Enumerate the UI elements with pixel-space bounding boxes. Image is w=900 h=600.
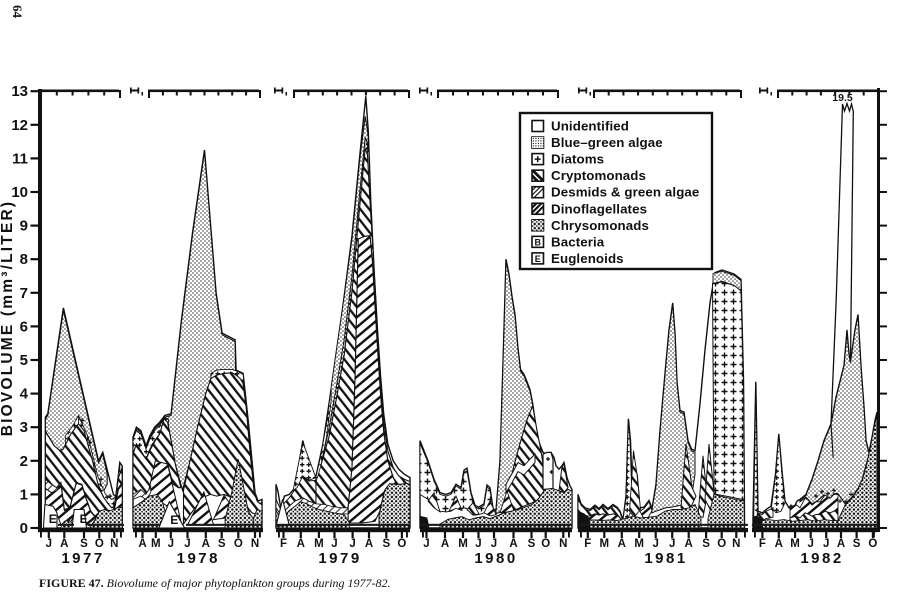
svg-text:Dinoflagellates: Dinoflagellates (551, 201, 647, 216)
svg-text:A: A (60, 538, 68, 550)
svg-text:1979: 1979 (318, 550, 361, 567)
svg-text:S: S (853, 538, 861, 550)
svg-text:B: B (535, 237, 542, 247)
svg-text:F: F (280, 538, 287, 550)
svg-text:1981: 1981 (644, 550, 687, 567)
svg-text:8: 8 (20, 251, 28, 268)
svg-text:10: 10 (11, 184, 28, 201)
svg-text:E: E (170, 513, 178, 527)
svg-text:S: S (80, 538, 88, 550)
svg-text:7: 7 (20, 285, 28, 302)
svg-text:O: O (717, 538, 726, 550)
svg-text:O: O (234, 538, 243, 550)
svg-text:13: 13 (11, 83, 28, 100)
svg-text:J: J (652, 538, 658, 550)
svg-text:A: A (138, 538, 146, 550)
svg-text:S: S (702, 538, 710, 550)
svg-text:1982: 1982 (800, 550, 843, 567)
svg-text:2: 2 (20, 453, 28, 470)
svg-text:1980: 1980 (474, 550, 517, 567)
svg-text:A: A (837, 538, 845, 550)
svg-text:0: 0 (20, 520, 28, 537)
svg-text:J: J (475, 538, 481, 550)
svg-text:N: N (110, 538, 118, 550)
svg-text:E: E (80, 512, 88, 526)
svg-text:M: M (151, 538, 161, 550)
svg-text:6: 6 (20, 318, 28, 335)
svg-text:A: A (618, 538, 626, 550)
svg-text:5: 5 (20, 352, 28, 369)
svg-text:O: O (95, 538, 104, 550)
svg-text:19.5: 19.5 (832, 92, 853, 104)
svg-text:BIOVOLUME (mm³/LITER): BIOVOLUME (mm³/LITER) (0, 200, 16, 437)
svg-text:N: N (732, 538, 740, 550)
svg-text:1977: 1977 (61, 550, 104, 567)
svg-text:O: O (397, 538, 406, 550)
svg-text:J: J (46, 538, 52, 550)
svg-text:Bacteria: Bacteria (551, 234, 605, 249)
svg-text:M: M (790, 538, 800, 550)
svg-text:4: 4 (20, 386, 29, 403)
svg-text:J: J (669, 538, 675, 550)
svg-text:A: A (685, 538, 693, 550)
svg-text:1: 1 (20, 486, 28, 503)
svg-text:S: S (382, 538, 390, 550)
svg-text:J: J (184, 538, 190, 550)
svg-text:A: A (775, 538, 783, 550)
svg-text:S: S (218, 538, 226, 550)
svg-text:J: J (823, 538, 829, 550)
svg-text:J: J (491, 538, 497, 550)
svg-text:A: A (365, 538, 373, 550)
svg-text:3: 3 (20, 419, 28, 436)
svg-text:12: 12 (11, 117, 28, 134)
svg-text:S: S (528, 538, 536, 550)
svg-text:Unidentified: Unidentified (551, 119, 629, 134)
svg-text:A: A (441, 538, 449, 550)
svg-text:E: E (535, 254, 541, 264)
svg-text:M: M (314, 538, 324, 550)
svg-text:1978: 1978 (177, 550, 220, 567)
svg-text:Cryptomonads: Cryptomonads (551, 168, 646, 183)
svg-text:A: A (202, 538, 210, 550)
svg-text:O: O (541, 538, 550, 550)
svg-text:J: J (168, 538, 174, 550)
svg-text:M: M (634, 538, 644, 550)
svg-text:O: O (868, 538, 877, 550)
svg-text:J: J (349, 538, 355, 550)
svg-text:M: M (458, 538, 468, 550)
svg-text:M: M (600, 538, 610, 550)
svg-text:F: F (759, 538, 766, 550)
svg-text:Diatoms: Diatoms (551, 152, 604, 167)
svg-text:Desmids & green algae: Desmids & green algae (551, 185, 699, 200)
svg-text:Chrysomonads: Chrysomonads (551, 218, 649, 233)
svg-text:E: E (49, 512, 57, 526)
svg-text:A: A (297, 538, 305, 550)
svg-text:A: A (509, 538, 517, 550)
svg-text:J: J (331, 538, 337, 550)
svg-text:11: 11 (12, 150, 28, 167)
svg-text:N: N (251, 538, 259, 550)
svg-text:FIGURE 47. Biovolume of major: FIGURE 47. Biovolume of major phytoplank… (39, 576, 391, 590)
svg-text:J: J (807, 538, 813, 550)
svg-text:F: F (584, 538, 591, 550)
svg-text:Blue–green algae: Blue–green algae (551, 135, 663, 150)
svg-text:N: N (559, 538, 567, 550)
svg-text:9: 9 (20, 218, 28, 235)
svg-text:64: 64 (10, 5, 25, 19)
svg-text:Euglenoids: Euglenoids (551, 251, 624, 266)
svg-text:J: J (423, 538, 429, 550)
